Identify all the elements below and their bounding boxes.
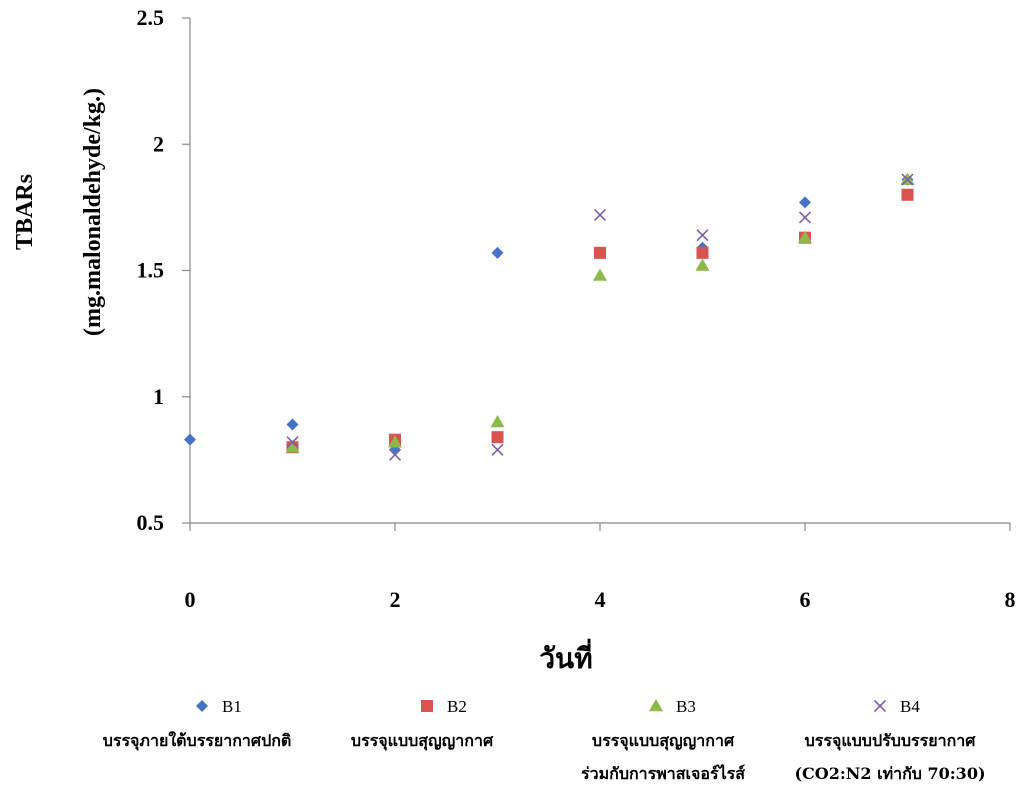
y-tick-label: 1.5 [137, 258, 165, 283]
legend-item-b4: B4 บรรจุแบบปรับบรรยากาศ (CO2:N2 เท่ากับ 70… [794, 697, 985, 783]
y-tick-label: 1 [153, 384, 164, 409]
axes [182, 17, 1011, 531]
data-point-b3 [490, 415, 505, 428]
legend-description-b4: (CO2:N2 เท่ากับ 70:30) [794, 764, 985, 783]
y-tick-label: 0.5 [137, 510, 165, 535]
data-point-b1 [491, 246, 504, 259]
data-point-b2 [594, 246, 606, 259]
x-tick-label: 2 [390, 587, 401, 612]
legend-marker-b4 [873, 699, 887, 713]
data-point-b4 [491, 443, 504, 456]
legend-item-b2: B2 บรรจุแบบสุญญากาศ [351, 697, 494, 751]
legend-name-b4: B4 [900, 697, 920, 716]
x-tick-labels: 0 2 4 6 8 [185, 587, 1016, 612]
data-point-b2 [491, 431, 504, 444]
legend-description-b4: บรรจุแบบปรับบรรยากาศ [805, 731, 977, 751]
legend-description-b3: บรรจุแบบสุญญากาศ [592, 731, 735, 751]
data-point-b4 [388, 448, 402, 461]
series-b4 [286, 173, 914, 461]
data-point-b1 [286, 418, 299, 431]
x-marker-stroke [286, 436, 299, 449]
data-point-b3 [285, 440, 300, 453]
data-point-b3 [695, 258, 710, 271]
legend-marker-b1 [196, 700, 208, 712]
x-tick-label: 8 [1005, 587, 1016, 612]
data-point-b4 [593, 208, 607, 222]
y-tick-labels: 0.5 1 1.5 2 2.5 [137, 5, 165, 535]
legend-name-b2: B2 [447, 697, 467, 716]
x-tick-label: 6 [800, 587, 811, 612]
y-axis-label-line1: TBARs [12, 174, 38, 250]
legend-name-b1: B1 [222, 697, 242, 716]
series-b2 [286, 188, 914, 454]
x-marker-stroke [798, 211, 812, 224]
data-point-b2 [901, 188, 914, 201]
data-point-b3 [593, 268, 607, 281]
x-marker-stroke [593, 208, 607, 222]
x-tick-label: 4 [595, 587, 606, 612]
y-axis-label-line2: (mg.malonaldehyde/kg.) [80, 88, 106, 336]
legend-description-b2: บรรจุแบบสุญญากาศ [351, 731, 494, 751]
data-points [184, 172, 915, 461]
x-marker-stroke [901, 173, 914, 186]
x-marker-stroke [388, 448, 402, 461]
legend: B1 บรรจุภายใต้บรรยากาศปกติ B2 บรรจุแบบสุญญา… [103, 697, 986, 783]
x-tick-label: 0 [185, 587, 196, 612]
x-marker-stroke [696, 229, 709, 242]
legend-marker-b2 [421, 700, 433, 712]
data-point-b1 [184, 433, 196, 446]
data-point-b4 [696, 229, 709, 242]
y-tick-label: 2 [153, 131, 164, 156]
y-tick-label: 2.5 [137, 5, 165, 30]
x-marker-stroke [491, 443, 504, 456]
data-point-b3 [798, 230, 812, 243]
data-point-b4 [286, 436, 299, 449]
legend-name-b3: B3 [676, 697, 696, 716]
legend-marker-b3 [649, 699, 663, 712]
legend-description-b1: บรรจุภายใต้บรรยากาศปกติ [103, 731, 292, 751]
x-axis-label: วันที่ [539, 638, 592, 675]
series-b3 [285, 172, 915, 453]
data-point-b2 [696, 246, 709, 259]
data-point-b4 [901, 173, 914, 186]
legend-description-b3: ร่วมกับการพาสเจอร์ไรส์ [581, 764, 745, 783]
data-point-b3 [388, 435, 402, 448]
x-marker-stroke [873, 699, 887, 713]
data-point-b1 [799, 196, 811, 209]
legend-item-b1: B1 บรรจุภายใต้บรรยากาศปกติ [103, 697, 292, 751]
data-point-b4 [798, 211, 812, 224]
